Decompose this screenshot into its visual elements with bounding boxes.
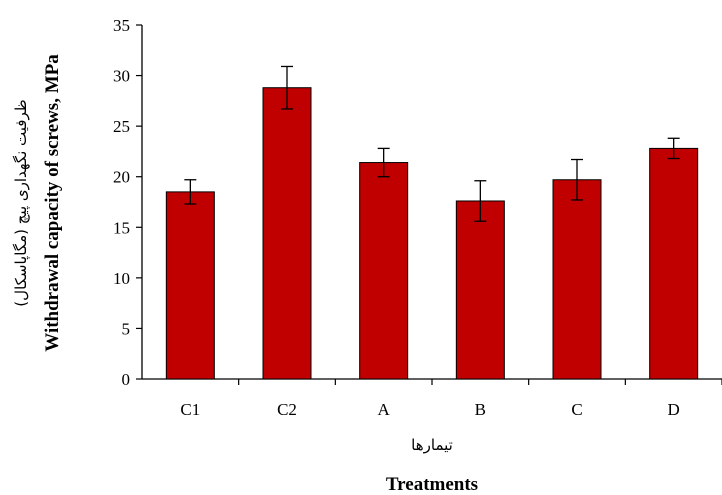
y-ticks: 0 5 10 15 20 25 30 35 bbox=[113, 16, 142, 389]
axes bbox=[141, 25, 722, 380]
bar-A bbox=[359, 162, 409, 380]
bars-group bbox=[165, 65, 699, 380]
bar-D bbox=[649, 147, 699, 380]
x-tick-label: D bbox=[668, 400, 680, 419]
bar-B bbox=[455, 200, 505, 380]
bar-C1 bbox=[165, 191, 215, 380]
y-tick-label: 0 bbox=[122, 370, 131, 389]
x-tick-label: C bbox=[571, 400, 582, 419]
y-tick-label: 35 bbox=[113, 16, 130, 35]
x-tick-label: A bbox=[378, 400, 391, 419]
y-tick-label: 25 bbox=[113, 117, 130, 136]
y-tick-label: 30 bbox=[113, 67, 130, 86]
x-axis-label: Treatments bbox=[386, 474, 478, 495]
y-tick-label: 20 bbox=[113, 168, 130, 187]
y-axis-label: Withdrawal capacity of screws, MPa bbox=[42, 54, 63, 352]
x-ticks: C1 C2 A B C D bbox=[180, 379, 722, 419]
x-tick-label: C1 bbox=[180, 400, 200, 419]
x-axis-label-secondary: تیمارها bbox=[411, 436, 453, 454]
x-tick-label: B bbox=[475, 400, 486, 419]
y-tick-label: 5 bbox=[122, 319, 131, 338]
y-axis-label-secondary: ظرفیت نگهداری پیچ (مگاپاسکال) bbox=[12, 99, 31, 306]
bar-C2 bbox=[262, 87, 312, 380]
y-tick-label: 15 bbox=[113, 218, 130, 237]
bar-C bbox=[552, 179, 602, 380]
x-tick-label: C2 bbox=[277, 400, 297, 419]
y-tick-label: 10 bbox=[113, 269, 130, 288]
